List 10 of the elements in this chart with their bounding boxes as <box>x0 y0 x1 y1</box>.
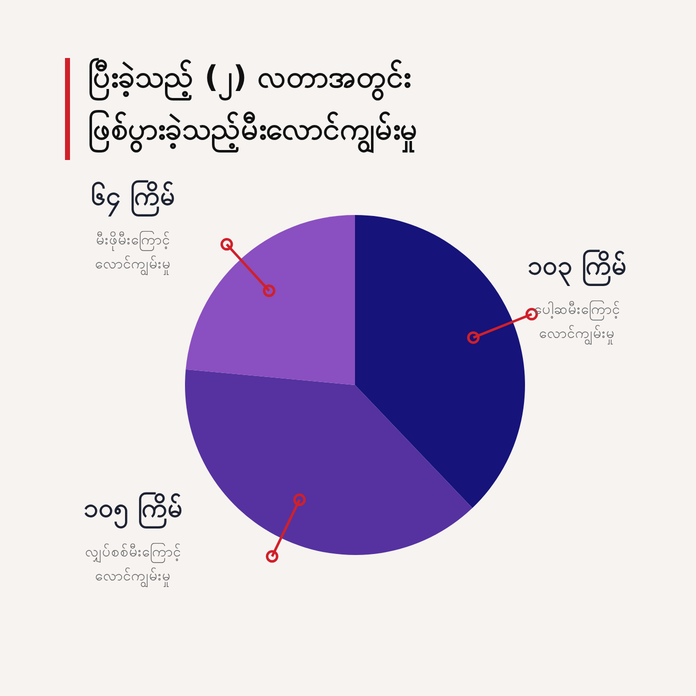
slice-label: လျှပ်စစ်မီးကြောင့် လောင်ကျွမ်းမှု <box>85 543 181 588</box>
pie-slice <box>185 369 472 555</box>
chart-title: ပြီးခဲ့သည့် (၂) လတာအတွင်း ဖြစ်ပွားခဲ့သည့်မီးလောင်ကျွမ်းမှု <box>88 57 418 155</box>
slice-label: ပေါ့ဆမီးကြောင့် လောင်ကျွမ်းမှု <box>534 301 620 346</box>
pie-slice <box>355 215 525 508</box>
pie-slice <box>186 215 355 385</box>
data-label: ၁၀၃ ကြိမ် <box>527 248 627 288</box>
data-label: ၆၄ ကြိမ် <box>90 178 176 218</box>
slice-label: မီးဖိုမီးကြောင့် လောင်ကျွမ်းမှု <box>95 231 171 276</box>
data-label: ၁၀၅ ကြိမ် <box>83 490 183 530</box>
